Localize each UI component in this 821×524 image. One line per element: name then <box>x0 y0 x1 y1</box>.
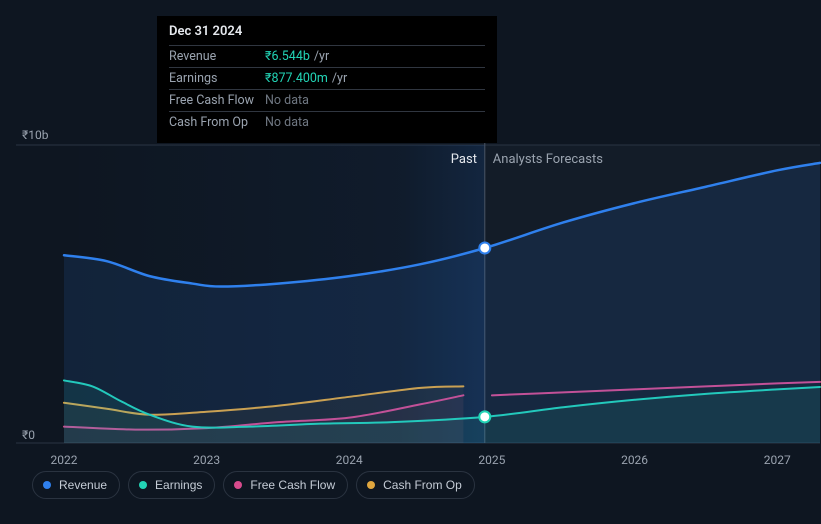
chart-tooltip: Dec 31 2024 Revenue₹6.544b/yrEarnings₹87… <box>157 16 497 143</box>
legend-dot-icon <box>234 481 242 489</box>
year-label: 2025 <box>478 453 505 467</box>
legend-label: Cash From Op <box>383 478 462 492</box>
legend-dot-icon <box>139 481 147 489</box>
tooltip-row: Earnings₹877.400m/yr <box>169 67 485 89</box>
y-axis-label-bottom: ₹0 <box>22 428 35 442</box>
forecast-chart: ₹10b ₹0 Past Analysts Forecasts 2022 2023… <box>16 0 805 512</box>
tooltip-row: Cash From OpNo data <box>169 111 485 133</box>
forecast-section-label: Analysts Forecasts <box>493 152 603 167</box>
legend-dot-icon <box>43 481 51 489</box>
legend-dot-icon <box>367 481 375 489</box>
tooltip-row: Revenue₹6.544b/yr <box>169 45 485 67</box>
year-label: 2023 <box>193 453 220 467</box>
tooltip-row: Free Cash FlowNo data <box>169 89 485 111</box>
legend-item-earnings[interactable]: Earnings <box>128 471 215 499</box>
legend-label: Earnings <box>155 478 202 492</box>
y-axis-label-top: ₹10b <box>22 128 48 142</box>
year-label: 2027 <box>764 453 791 467</box>
year-label: 2024 <box>336 453 363 467</box>
year-label: 2022 <box>51 453 78 467</box>
legend-item-revenue[interactable]: Revenue <box>32 471 120 499</box>
legend-label: Revenue <box>59 478 107 492</box>
legend-item-fcf[interactable]: Free Cash Flow <box>223 471 348 499</box>
legend-item-cash_op[interactable]: Cash From Op <box>356 471 475 499</box>
tooltip-date: Dec 31 2024 <box>169 24 485 45</box>
year-label: 2026 <box>621 453 648 467</box>
chart-legend: Revenue Earnings Free Cash Flow Cash From O… <box>32 470 475 500</box>
past-section-label: Past <box>451 152 477 167</box>
legend-label: Free Cash Flow <box>250 478 335 492</box>
